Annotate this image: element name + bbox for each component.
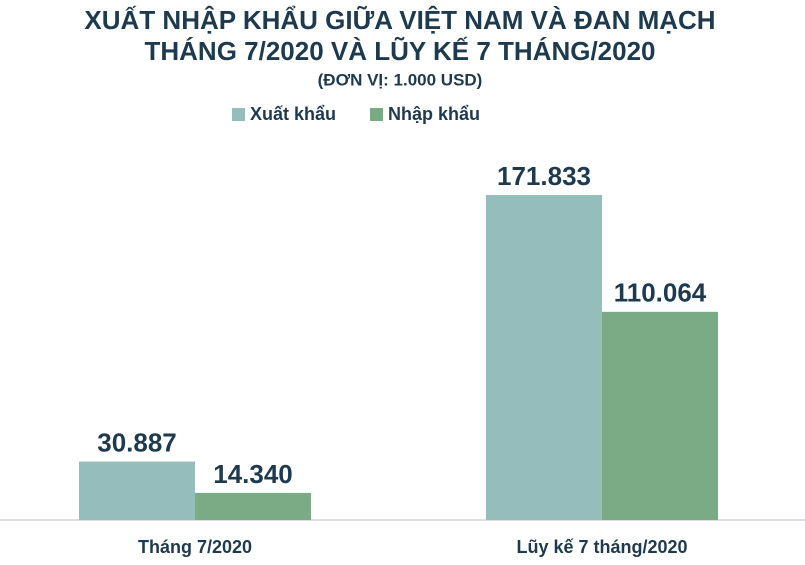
- legend-label: Xuất khẩu: [250, 104, 336, 124]
- legend-swatch: [370, 108, 383, 121]
- bar: [79, 461, 195, 520]
- x-tick-label: Tháng 7/2020: [138, 537, 252, 557]
- bar: [195, 492, 311, 520]
- bar: [486, 195, 602, 520]
- chart-title: XUẤT NHẬP KHẨU GIỮA VIỆT NAM VÀ ĐAN MẠCH: [84, 5, 715, 35]
- value-label: 110.064: [614, 278, 707, 308]
- legend-label: Nhập khẩu: [388, 104, 480, 124]
- value-label: 30.887: [97, 427, 177, 457]
- value-label: 171.833: [497, 161, 591, 191]
- chart-subtitle: (ĐƠN VỊ: 1.000 USD): [318, 70, 483, 89]
- x-tick-label: Lũy kế 7 tháng/2020: [516, 537, 687, 557]
- bar: [602, 311, 718, 520]
- legend-swatch: [232, 108, 245, 121]
- value-label: 14.340: [213, 459, 293, 489]
- chart-title: THÁNG 7/2020 VÀ LŨY KẾ 7 THÁNG/2020: [144, 36, 655, 66]
